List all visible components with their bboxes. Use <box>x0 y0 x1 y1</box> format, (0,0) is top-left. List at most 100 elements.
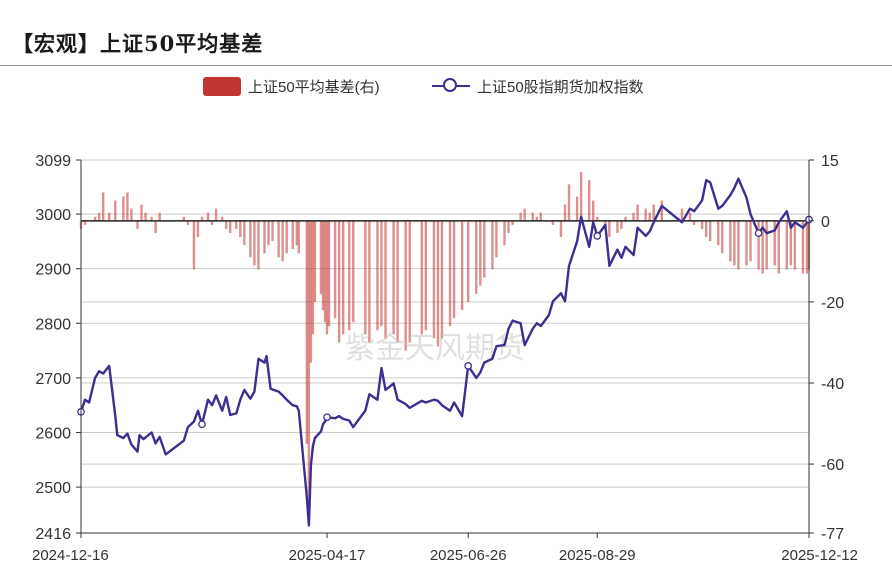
basis-bar <box>511 220 514 225</box>
x-tick-label: 2025-12-12 <box>781 547 858 564</box>
basis-bar <box>311 220 315 335</box>
basis-bar <box>285 220 288 254</box>
basis-bar <box>277 220 280 258</box>
basis-bar <box>479 220 482 286</box>
basis-bar <box>805 220 809 274</box>
basis-bar <box>243 220 246 246</box>
legend-item-index[interactable]: 上证50股指期货加权指数 <box>432 74 644 98</box>
basis-bar <box>83 220 87 225</box>
grid-lines <box>81 159 809 488</box>
basis-bar <box>126 192 129 221</box>
basis-bar <box>253 220 256 266</box>
basis-bar <box>475 220 478 294</box>
basis-bar <box>563 204 567 221</box>
x-tick-label: 2025-04-17 <box>289 547 366 564</box>
basis-bar <box>341 220 345 335</box>
index-line-path <box>79 177 810 527</box>
basis-bar <box>648 212 651 221</box>
basis-bar <box>305 220 309 444</box>
basis-bar <box>93 216 97 221</box>
basis-bar <box>186 220 190 225</box>
basis-bar <box>291 220 294 250</box>
chart-title: 【宏观】上证50平均基差 <box>12 31 264 56</box>
basis-bar <box>150 216 153 221</box>
basis-bar <box>535 216 538 221</box>
basis-bar <box>114 200 117 221</box>
basis-bar <box>596 216 599 221</box>
legend-label-basis: 上证50平均基差(右) <box>248 78 380 96</box>
basis-bar <box>108 212 111 221</box>
basis-bar <box>708 220 712 242</box>
legend-bar-swatch <box>203 76 241 96</box>
basis-bar <box>495 220 498 258</box>
right-tick-label: -20 <box>821 295 844 312</box>
basis-bar <box>214 208 218 221</box>
basis-bar <box>717 220 720 246</box>
basis-bar <box>466 220 470 302</box>
right-tick-label: 15 <box>821 153 839 170</box>
basis-bar <box>257 220 260 270</box>
legend-item-basis[interactable]: 上证50平均基差(右) <box>203 74 380 98</box>
basis-bar <box>448 220 452 327</box>
basis-bar <box>321 220 325 311</box>
basis-bar <box>440 220 444 339</box>
basis-bar <box>307 220 311 525</box>
basis-bar <box>620 220 623 229</box>
basis-bar <box>297 220 300 254</box>
basis-bar <box>249 220 252 258</box>
index-line-marker <box>323 413 331 422</box>
basis-bar <box>295 220 298 246</box>
basis-bar <box>608 220 611 238</box>
basis-bar <box>239 220 242 238</box>
basis-bar <box>491 220 494 270</box>
basis-bar <box>220 216 224 221</box>
left-tick-label: 2800 <box>35 316 71 333</box>
basis-bar <box>785 220 789 270</box>
basis-bar <box>122 196 125 221</box>
basis-bar <box>777 220 780 274</box>
basis-bar <box>519 212 522 221</box>
basis-bar <box>206 212 210 221</box>
basis-bar <box>539 212 542 221</box>
basis-bar <box>309 220 313 363</box>
basis-bar <box>224 220 228 229</box>
index-line-marker <box>593 232 602 240</box>
basis-bar <box>757 220 760 270</box>
basis-bar <box>432 220 436 339</box>
basis-bar <box>263 220 266 254</box>
basis-bar <box>140 204 143 221</box>
basis-bar <box>333 220 337 319</box>
basis-bar <box>368 220 371 343</box>
basis-bar <box>652 204 655 221</box>
x-tick-label: 2025-06-26 <box>430 547 507 564</box>
basis-bar <box>392 220 395 335</box>
basis-bar <box>364 220 367 335</box>
basis-bar <box>793 220 797 270</box>
basis-bar <box>420 220 424 335</box>
legend-label-index: 上证50股指期货加权指数 <box>477 78 644 96</box>
right-tick-label: -60 <box>821 457 844 474</box>
basis-bar <box>396 220 399 343</box>
left-tick-label: 2900 <box>35 262 71 279</box>
title-divider <box>0 65 892 66</box>
basis-bar <box>144 212 147 221</box>
watermark: 紫金天风期货 <box>345 331 525 366</box>
basis-bar <box>636 204 639 221</box>
basis-bar <box>158 212 161 221</box>
basis-bar <box>229 220 232 233</box>
index-line-marker <box>198 420 206 429</box>
left-tick-label: 2416 <box>35 526 71 543</box>
basis-bar <box>567 184 571 221</box>
basis-bar <box>200 216 204 221</box>
basis-bar <box>688 212 692 221</box>
basis-bar <box>323 220 327 323</box>
basis-bar <box>737 220 740 270</box>
basis-bar <box>531 212 534 221</box>
legend-line-swatch <box>432 77 470 95</box>
basis-bar <box>313 220 317 302</box>
x-tick-label: 2024-12-16 <box>32 547 109 564</box>
basis-bar <box>325 220 329 335</box>
left-tick-label: 2700 <box>35 371 71 388</box>
left-tick-label: 2600 <box>35 426 71 443</box>
